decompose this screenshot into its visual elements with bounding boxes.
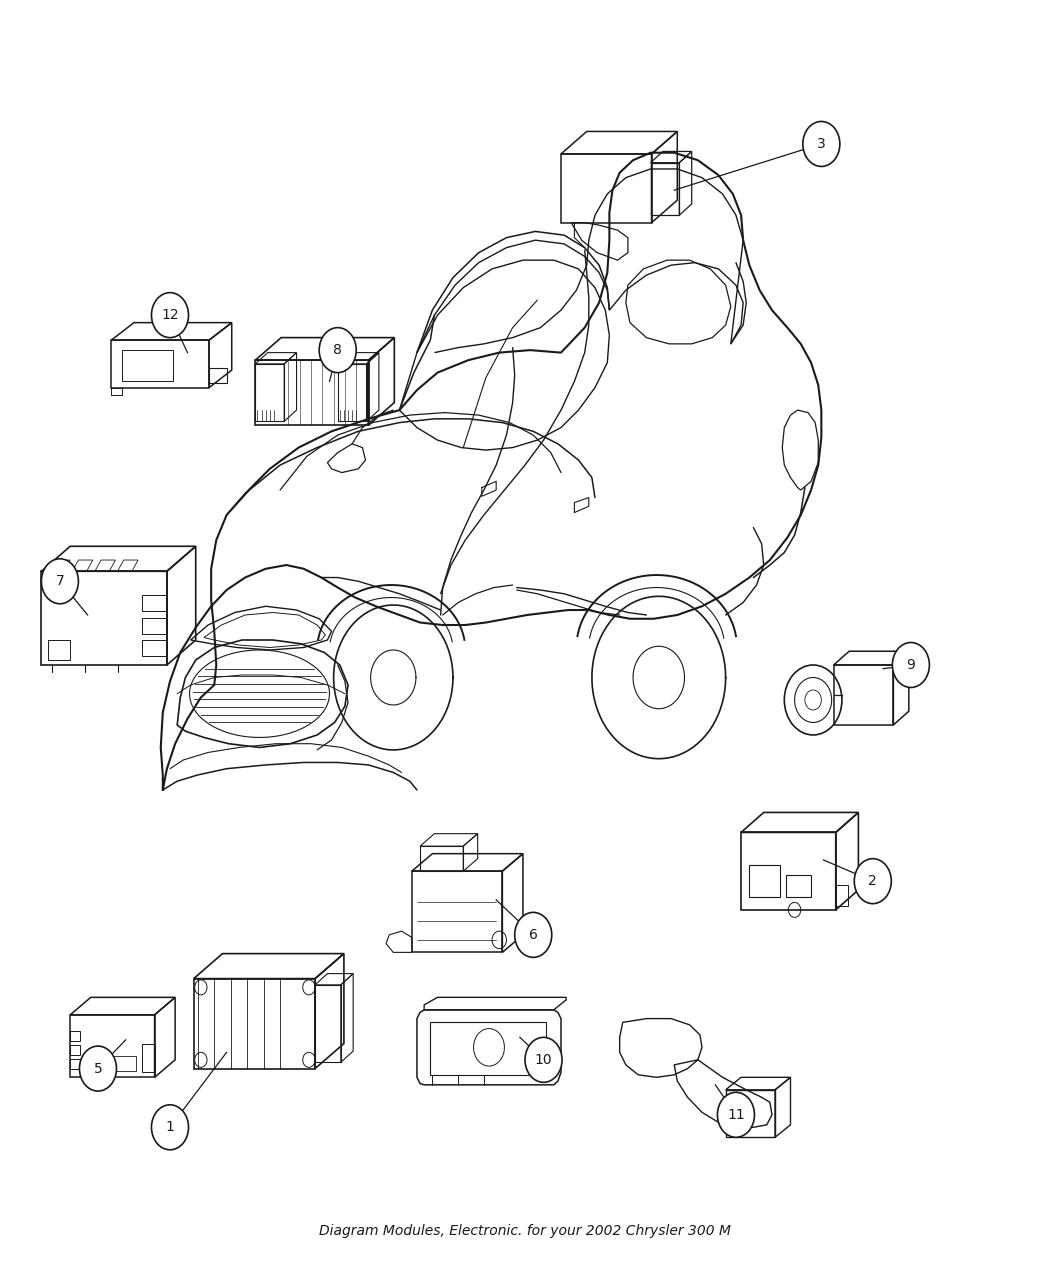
Text: 3: 3 (817, 136, 825, 150)
Circle shape (855, 858, 891, 904)
Text: 8: 8 (333, 343, 342, 357)
Text: 1: 1 (166, 1121, 174, 1135)
Circle shape (41, 558, 79, 604)
Text: 7: 7 (56, 574, 64, 588)
Circle shape (151, 1105, 189, 1150)
Text: 6: 6 (529, 928, 538, 942)
Circle shape (892, 643, 929, 687)
Text: 10: 10 (534, 1053, 552, 1067)
Circle shape (717, 1093, 755, 1137)
Text: 11: 11 (727, 1108, 744, 1122)
Text: 5: 5 (93, 1062, 102, 1076)
Circle shape (525, 1038, 562, 1082)
Circle shape (514, 913, 551, 958)
Circle shape (803, 121, 840, 167)
Text: 2: 2 (868, 875, 877, 889)
Circle shape (319, 328, 356, 372)
Text: 9: 9 (906, 658, 916, 672)
Text: Diagram Modules, Electronic. for your 2002 Chrysler 300 M: Diagram Modules, Electronic. for your 20… (319, 1224, 731, 1238)
Circle shape (80, 1046, 117, 1091)
Text: 12: 12 (162, 309, 178, 323)
Circle shape (151, 293, 189, 338)
